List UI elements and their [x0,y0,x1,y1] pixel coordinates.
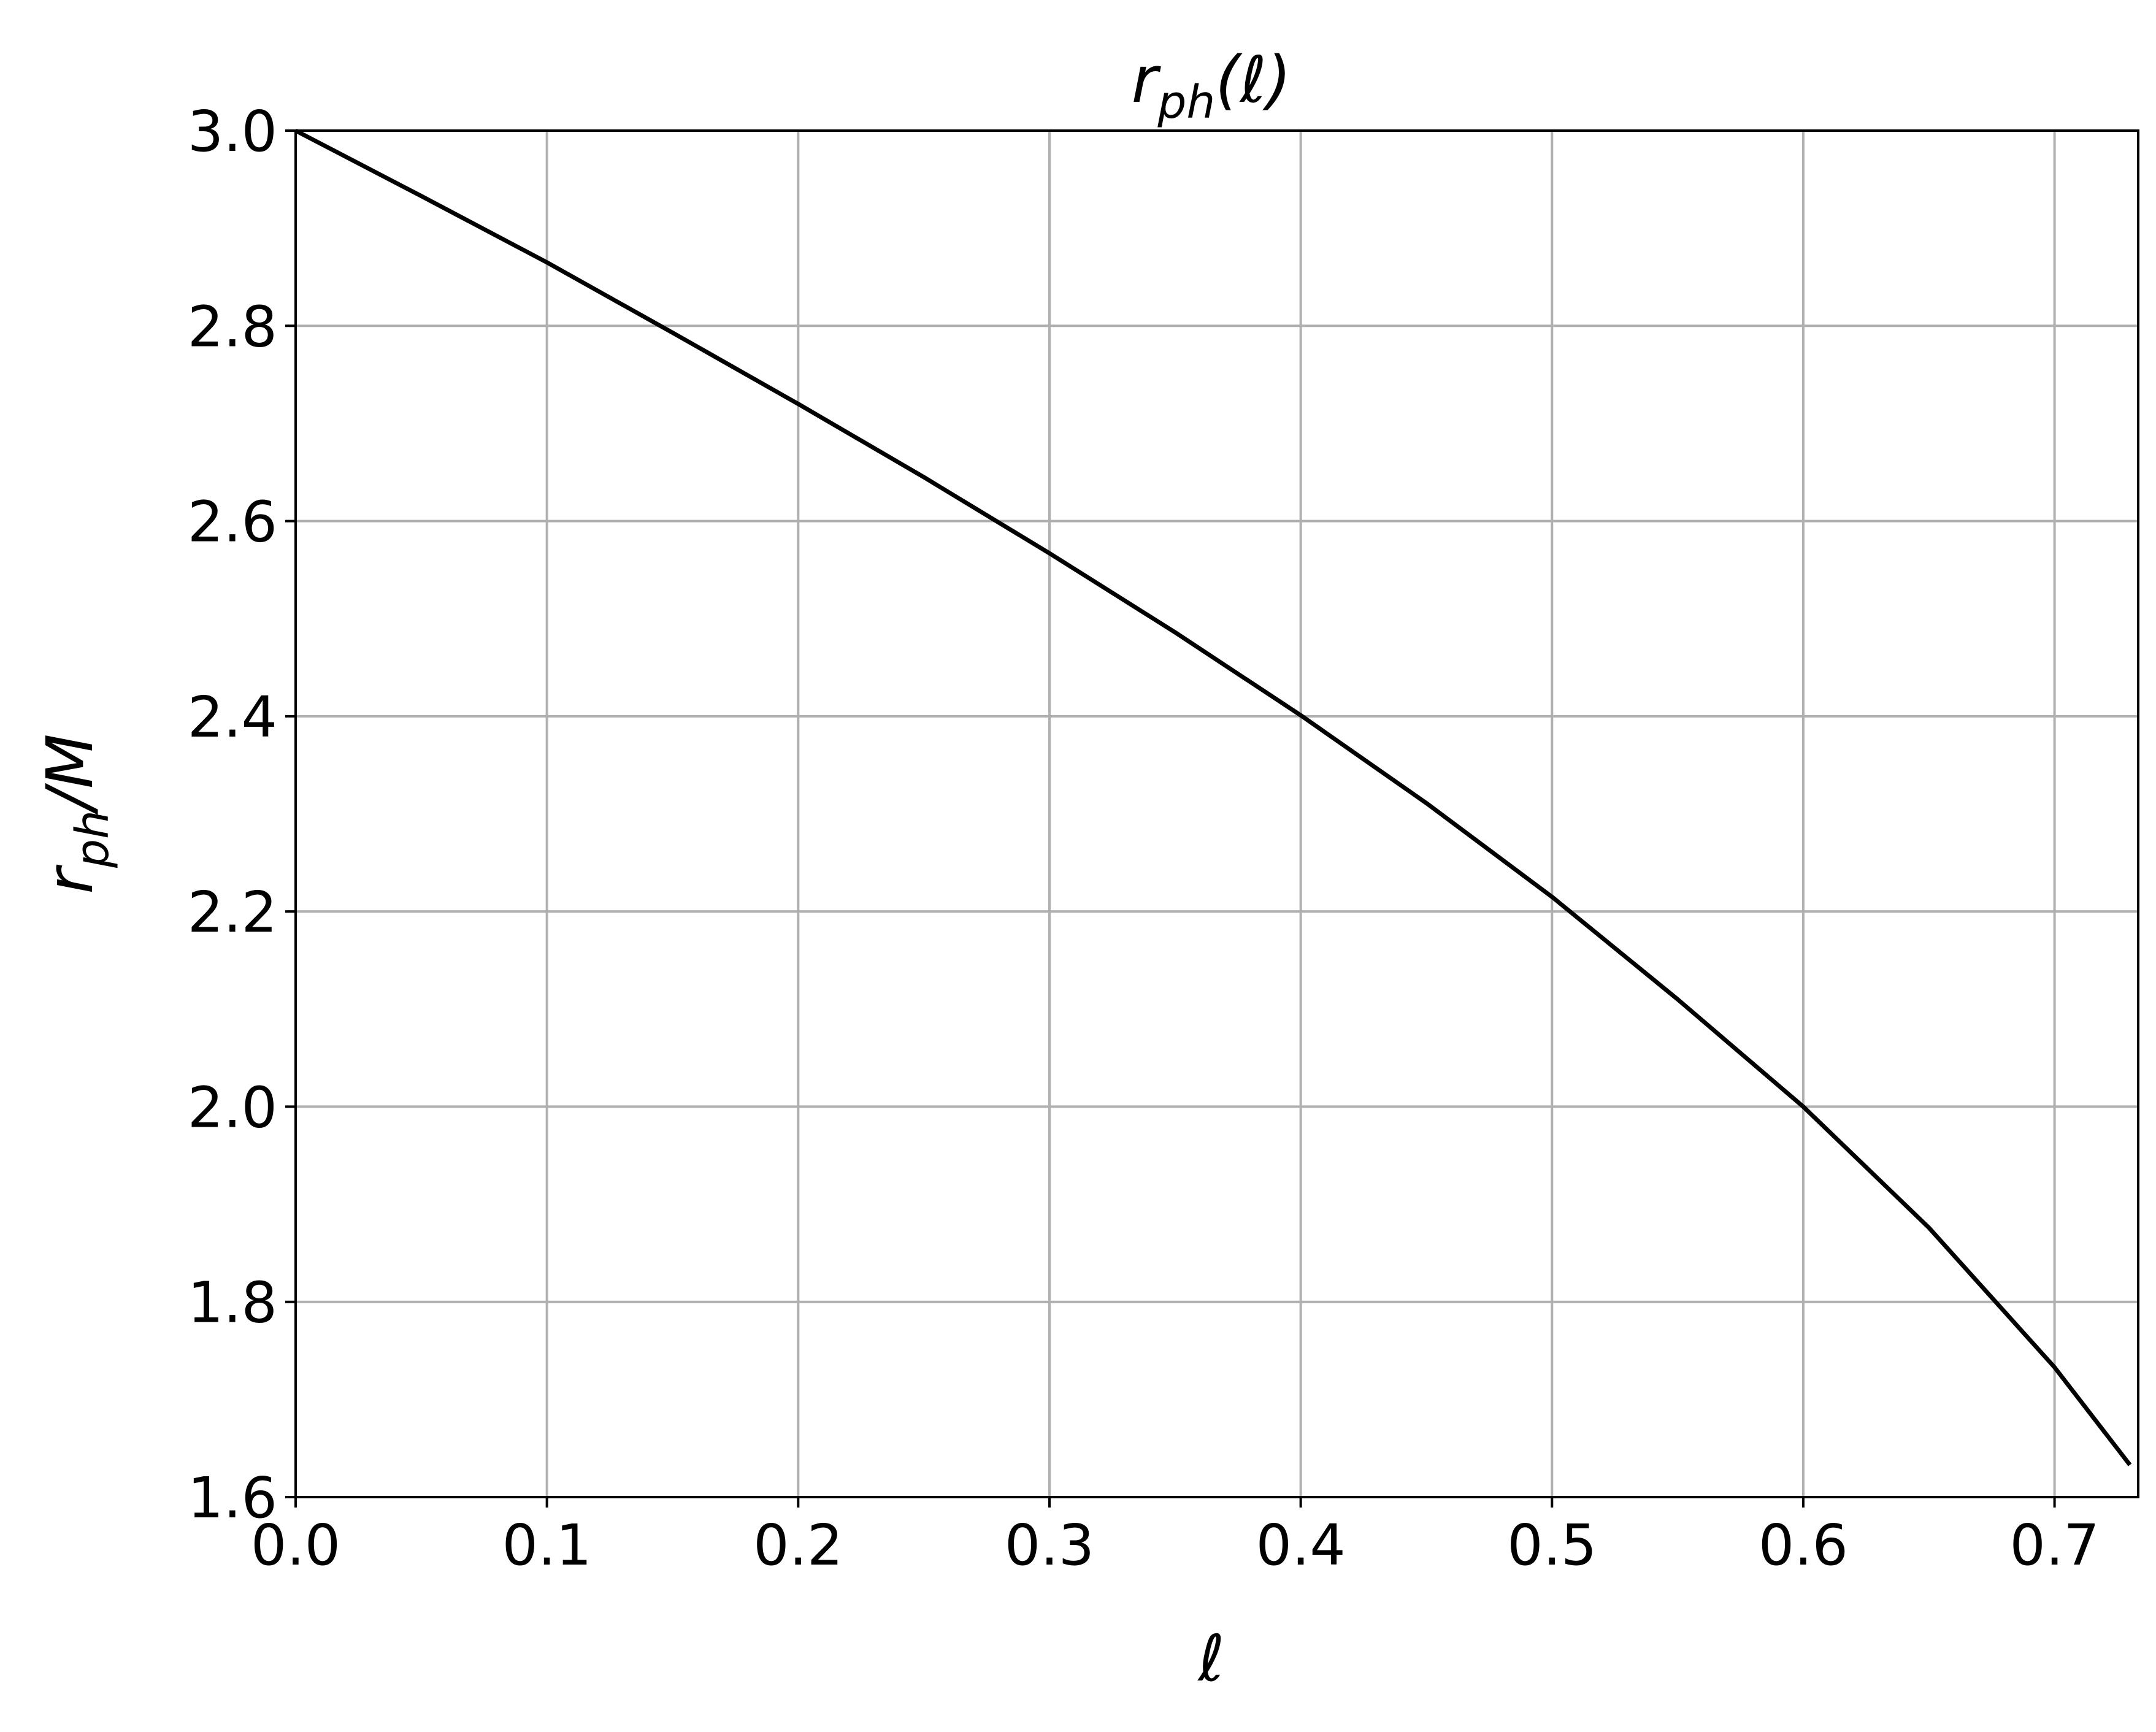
y-axis-label: rph/M [33,734,119,894]
axes-frame [294,129,2139,1498]
y-tick-label: 2.8 [188,294,277,359]
y-tick-label: 2.0 [188,1075,277,1140]
x-tick-label: 0.6 [1759,1512,1848,1578]
y-tick-label: 1.6 [188,1465,277,1531]
x-axis-label: ℓ [1197,1621,1225,1696]
y-tick-label: 1.8 [188,1270,277,1336]
chart-title-main: r [1132,42,1162,117]
x-tick-label: 0.7 [2009,1512,2099,1578]
x-tick-label: 0.1 [502,1512,591,1578]
series-layer [294,128,2132,1466]
y-axis-label-main: r [33,864,107,894]
y-tick-label: 2.4 [188,684,277,750]
chart-title-subscript: ph [1157,76,1215,129]
y-tick-label: 2.6 [188,489,277,555]
y-axis-label-rest: /M [33,734,107,815]
series-line [294,128,2132,1466]
y-tick-label: 2.2 [188,879,277,945]
grid [294,129,2138,1498]
x-tick-label: 0.0 [251,1512,340,1578]
chart-title: rph(ℓ) [1132,42,1292,129]
y-axis-label-subscript: ph [66,810,119,868]
x-tick-label: 0.5 [1507,1512,1597,1578]
y-axis-ticks: 1.6 1.8 2.0 2.2 2.4 2.6 2.8 3.0 [188,99,296,1531]
chart-title-argument: (ℓ) [1215,42,1291,117]
x-tick-label: 0.3 [1005,1512,1094,1578]
x-tick-label: 0.2 [753,1512,843,1578]
x-tick-label: 0.4 [1256,1512,1345,1578]
y-tick-label: 3.0 [188,99,277,164]
x-axis-ticks: 0.0 0.1 0.2 0.3 0.4 0.5 0.6 0.7 [251,1497,2100,1578]
